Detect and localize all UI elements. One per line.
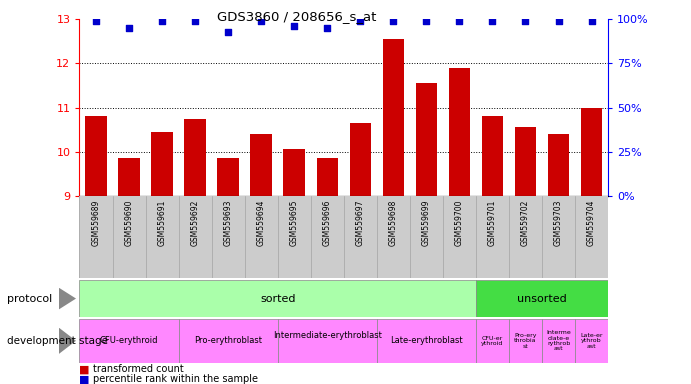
Text: percentile rank within the sample: percentile rank within the sample	[93, 374, 258, 384]
Text: GSM559695: GSM559695	[290, 200, 299, 247]
Text: sorted: sorted	[260, 293, 296, 304]
Bar	[383, 39, 404, 196]
Text: GSM559690: GSM559690	[124, 200, 133, 247]
Text: GSM559696: GSM559696	[323, 200, 332, 247]
Bar	[548, 134, 569, 196]
Text: CFU-erythroid: CFU-erythroid	[100, 336, 158, 345]
Text: Late-erythroblast: Late-erythroblast	[390, 336, 463, 345]
Point	[223, 28, 234, 35]
Bar	[482, 116, 503, 196]
Bar	[79, 319, 178, 363]
Point	[520, 18, 531, 24]
Bar	[250, 134, 272, 196]
Text: development stage: development stage	[7, 336, 108, 346]
Point	[189, 18, 200, 24]
Text: GSM559694: GSM559694	[256, 200, 265, 247]
Text: GSM559704: GSM559704	[587, 200, 596, 247]
Bar	[581, 108, 603, 196]
Bar	[85, 116, 106, 196]
Text: GDS3860 / 208656_s_at: GDS3860 / 208656_s_at	[218, 10, 377, 23]
Text: GSM559702: GSM559702	[521, 200, 530, 247]
Text: CFU-er
ythroid: CFU-er ythroid	[481, 336, 504, 346]
Point	[553, 18, 564, 24]
Point	[454, 18, 465, 24]
Point	[322, 25, 333, 31]
Point	[388, 18, 399, 24]
Text: Pro-ery
throbia
st: Pro-ery throbia st	[514, 333, 537, 349]
Point	[157, 18, 168, 24]
Bar	[415, 83, 437, 196]
Text: transformed count: transformed count	[93, 364, 184, 374]
Text: ■: ■	[79, 374, 90, 384]
Text: Late-er
ythrob
ast: Late-er ythrob ast	[580, 333, 603, 349]
Text: GSM559698: GSM559698	[389, 200, 398, 247]
Text: GSM559692: GSM559692	[191, 200, 200, 247]
Bar	[184, 119, 206, 196]
Text: Intermediate-erythroblast: Intermediate-erythroblast	[273, 331, 381, 351]
Bar	[316, 158, 338, 196]
Text: GSM559691: GSM559691	[158, 200, 167, 247]
Polygon shape	[59, 288, 76, 310]
Bar	[350, 123, 371, 196]
Text: GSM559701: GSM559701	[488, 200, 497, 247]
Bar	[476, 319, 509, 363]
Text: GSM559703: GSM559703	[554, 200, 563, 247]
Bar	[377, 319, 476, 363]
Bar	[575, 319, 608, 363]
Text: GSM559689: GSM559689	[91, 200, 100, 247]
Bar	[542, 319, 575, 363]
Text: Pro-erythroblast: Pro-erythroblast	[194, 336, 262, 345]
Bar	[79, 280, 476, 317]
Bar	[178, 319, 278, 363]
Bar	[278, 319, 377, 363]
Text: ■: ■	[79, 364, 90, 374]
Point	[256, 18, 267, 24]
Point	[487, 18, 498, 24]
Point	[354, 18, 366, 24]
Point	[91, 18, 102, 24]
Point	[586, 18, 597, 24]
Text: GSM559697: GSM559697	[356, 200, 365, 247]
Text: Interme
diate-e
rythrob
ast: Interme diate-e rythrob ast	[546, 330, 571, 351]
Bar	[218, 158, 239, 196]
Text: GSM559699: GSM559699	[422, 200, 431, 247]
Bar	[515, 127, 536, 196]
Bar	[151, 132, 173, 196]
Text: protocol: protocol	[7, 293, 52, 304]
Text: GSM559693: GSM559693	[224, 200, 233, 247]
Point	[421, 18, 432, 24]
Bar	[118, 158, 140, 196]
Point	[289, 23, 300, 29]
Bar	[448, 68, 470, 196]
Point	[124, 25, 135, 31]
Polygon shape	[59, 328, 76, 354]
Bar	[283, 149, 305, 196]
Bar	[509, 319, 542, 363]
Bar	[476, 280, 608, 317]
Text: unsorted: unsorted	[517, 293, 567, 304]
Text: GSM559700: GSM559700	[455, 200, 464, 247]
